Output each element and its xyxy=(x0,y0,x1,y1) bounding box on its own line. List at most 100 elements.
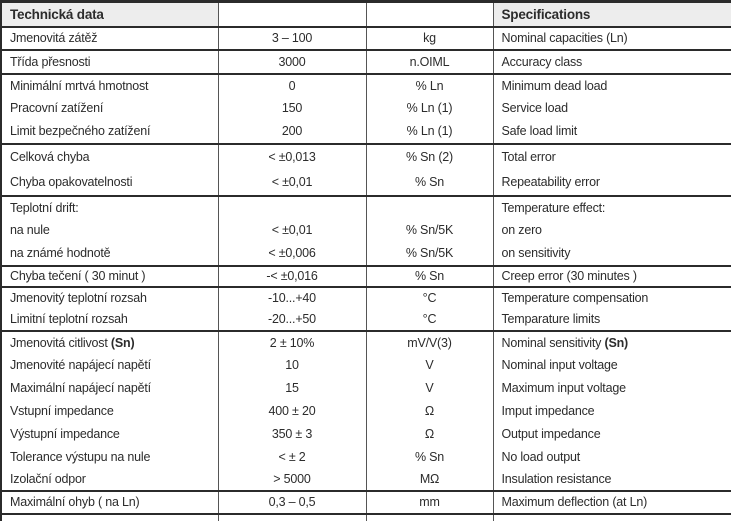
cell-czech-label: Jmenovité napájecí napětí xyxy=(0,353,219,377)
cell-value: < ±0,006 xyxy=(217,241,367,267)
cell-czech-label: Tolerance výstupu na nule xyxy=(0,445,219,469)
cell-value: 3 – 100 xyxy=(217,26,367,51)
table-row: Minimální mrtvá hmotnost 0% Ln Minimum dea… xyxy=(0,73,731,97)
table-row: Maximální napájecí napětí 15 V Maximum inpu… xyxy=(0,376,731,400)
cell-value: 15 xyxy=(217,376,367,400)
cell-english-label: Total error xyxy=(492,143,731,170)
cell-value: 0 xyxy=(217,73,367,97)
cell-unit: n.OIML xyxy=(365,49,494,75)
cell-english-label: Accuracy class xyxy=(492,49,731,75)
cell-value: < ±0,013 xyxy=(217,143,367,170)
table-row: Jmenovitá zátěž 3 – 100 kg Nominal capaciti… xyxy=(0,26,731,51)
cell-english-label: Safe load limit xyxy=(492,119,731,145)
cell-czech-label: Limit bezpečného zatížení xyxy=(0,119,219,145)
table-row: Limitní teplotní rozsah -20...+50 °C Tempar… xyxy=(0,308,731,332)
cell-unit: % Sn xyxy=(365,445,494,469)
cell-czech-label: Chyba tečení ( 30 minut ) xyxy=(0,265,219,288)
cell-czech-label: na nule xyxy=(0,218,219,242)
cell-value: 10 xyxy=(217,353,367,377)
cell-unit: mV/V(3) xyxy=(365,330,494,354)
cell-empty xyxy=(365,513,494,521)
cell-czech-label: Celková chyba xyxy=(0,143,219,170)
cell-english-label: Temperature effect: xyxy=(492,195,731,219)
cell-english-label: Creep error (30 minutes ) xyxy=(492,265,731,288)
cell-value: 150 xyxy=(217,96,367,120)
cell-unit: % Ln (1) xyxy=(365,119,494,145)
cell-unit: °C xyxy=(365,308,494,332)
cell-czech-label: na známé hodnotě xyxy=(0,241,219,267)
cell-empty xyxy=(217,513,367,521)
cell-unit: V xyxy=(365,376,494,400)
table-row-cutoff xyxy=(0,513,731,521)
cell-english-label: Service load xyxy=(492,96,731,120)
cell-unit: % Sn xyxy=(365,265,494,288)
cell-czech-label: Pracovní zatížení xyxy=(0,96,219,120)
table-row: na známé hodnotě < ±0,006% Sn/5K on sensit… xyxy=(0,241,731,267)
cell-value: < ±0,01 xyxy=(217,169,367,197)
table-header-english: Specifications xyxy=(492,1,731,28)
cell-czech-label: Izolační odpor xyxy=(0,468,219,492)
cell-english-label: Minimum dead load xyxy=(492,73,731,97)
cell-english-label: on zero xyxy=(492,218,731,242)
cell-english-label: on sensitivity xyxy=(492,241,731,267)
cell-english-label: Maximum input voltage xyxy=(492,376,731,400)
cell-value xyxy=(217,195,367,219)
cell-english-label: Imput impedance xyxy=(492,399,731,423)
cell-unit xyxy=(365,195,494,219)
table-row: Chyba tečení ( 30 minut ) -< ±0,016% Sn Cr… xyxy=(0,265,731,288)
cell-english-label: Nominal input voltage xyxy=(492,353,731,377)
cell-english-label: Repeatability error xyxy=(492,169,731,197)
table-row: Jmenovitá citlivost (Sn) 2 ± 10% mV/V(3) No… xyxy=(0,330,731,354)
cell-unit: % Ln xyxy=(365,73,494,97)
cell-value: -20...+50 xyxy=(217,308,367,332)
table-row: Limit bezpečného zatížení 200% Ln (1) Safe… xyxy=(0,119,731,145)
cell-czech-label: Chyba opakovatelnosti xyxy=(0,169,219,197)
cell-czech-label: Třída přesnosti xyxy=(0,49,219,75)
cell-english-label: Output impedance xyxy=(492,422,731,446)
cell-unit: V xyxy=(365,353,494,377)
cell-czech-label: Výstupní impedance xyxy=(0,422,219,446)
table-row: Maximální ohyb ( na Ln) 0,3 – 0,5 mm Maximu… xyxy=(0,490,731,515)
cell-unit: kg xyxy=(365,26,494,51)
cell-unit: % Sn xyxy=(365,169,494,197)
cell-unit: Ω xyxy=(365,422,494,446)
table-row: Tolerance výstupu na nule < ± 2% Sn No loa… xyxy=(0,445,731,469)
cell-czech-label: Jmenovitý teplotní rozsah xyxy=(0,286,219,309)
cell-value: 3000 xyxy=(217,49,367,75)
cell-czech-label: Limitní teplotní rozsah xyxy=(0,308,219,332)
cell-czech-label: Jmenovitá zátěž xyxy=(0,26,219,51)
cell-english-label: Nominal sensitivity (Sn) xyxy=(492,330,731,354)
cell-unit: MΩ xyxy=(365,468,494,492)
cell-unit: % Ln (1) xyxy=(365,96,494,120)
cell-value: 400 ± 20 xyxy=(217,399,367,423)
table-row: Pracovní zatížení 150% Ln (1) Service load xyxy=(0,96,731,120)
cell-value: -10...+40 xyxy=(217,286,367,309)
table-header-czech: Technická data xyxy=(0,1,219,28)
table-row: Izolační odpor > 5000 MΩ Insulation resista… xyxy=(0,468,731,492)
cell-czech-label: Vstupní impedance xyxy=(0,399,219,423)
cell-unit: % Sn/5K xyxy=(365,218,494,242)
cell-czech-label: Teplotní drift: xyxy=(0,195,219,219)
table-header-row: Technická data Specifications xyxy=(0,1,731,28)
table-header-value-column xyxy=(217,1,367,28)
cell-english-label: Temparature limits xyxy=(492,308,731,332)
cell-unit: % Sn/5K xyxy=(365,241,494,267)
table-row: Chyba opakovatelnosti < ±0,01% Sn Repeatab… xyxy=(0,169,731,197)
cell-unit: Ω xyxy=(365,399,494,423)
cell-english-label: Nominal capacities (Ln) xyxy=(492,26,731,51)
table-row: na nule < ±0,01% Sn/5K on zero xyxy=(0,218,731,242)
cell-unit: % Sn (2) xyxy=(365,143,494,170)
table-row: Jmenovité napájecí napětí 10 V Nominal inpu… xyxy=(0,353,731,377)
table-row: Výstupní impedance 350 ± 3 Ω Output impedan… xyxy=(0,422,731,446)
cell-value: 2 ± 10% xyxy=(217,330,367,354)
cell-value: 200 xyxy=(217,119,367,145)
cell-english-label: Insulation resistance xyxy=(492,468,731,492)
table-row: Celková chyba < ±0,013% Sn (2) Total error xyxy=(0,143,731,170)
cell-value: 0,3 – 0,5 xyxy=(217,490,367,515)
cell-value: -< ±0,016 xyxy=(217,265,367,288)
spec-table-body: Jmenovitá zátěž 3 – 100 kg Nominal capaciti… xyxy=(0,26,731,521)
cell-value: 350 ± 3 xyxy=(217,422,367,446)
cell-czech-label: Jmenovitá citlivost (Sn) xyxy=(0,330,219,354)
